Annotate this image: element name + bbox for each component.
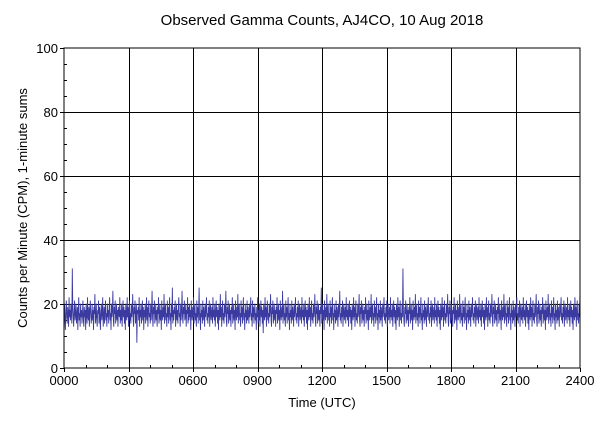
x-tick-label: 1200 xyxy=(308,373,337,388)
y-tick-label: 40 xyxy=(44,233,58,248)
series-line xyxy=(63,268,581,343)
x-tick-label: 0300 xyxy=(114,373,143,388)
chart-title: Observed Gamma Counts, AJ4CO, 10 Aug 201… xyxy=(161,12,484,29)
y-tick-label: 20 xyxy=(44,297,58,312)
x-axis-ticks: 0000 0300 0600 0900 1200 1500 1800 2100 2400 xyxy=(50,368,595,388)
x-tick-label: 0600 xyxy=(179,373,208,388)
x-tick-label: 0900 xyxy=(243,373,272,388)
minor-ticks xyxy=(64,64,560,368)
y-axis-ticks: 0 20 40 60 80 100 xyxy=(36,41,64,376)
x-tick-label: 1500 xyxy=(372,373,401,388)
x-tick-label: 1800 xyxy=(437,373,466,388)
x-tick-label: 2100 xyxy=(501,373,530,388)
y-tick-label: 100 xyxy=(36,41,58,56)
x-tick-label: 0000 xyxy=(50,373,79,388)
x-axis-title: Time (UTC) xyxy=(288,395,355,410)
series-layer xyxy=(63,268,581,343)
x-tick-label: 2400 xyxy=(566,373,595,388)
y-axis-title: Counts per Minute (CPM), 1-minute sums xyxy=(15,88,30,328)
y-tick-label: 0 xyxy=(51,361,58,376)
y-tick-label: 60 xyxy=(44,169,58,184)
y-tick-label: 80 xyxy=(44,105,58,120)
